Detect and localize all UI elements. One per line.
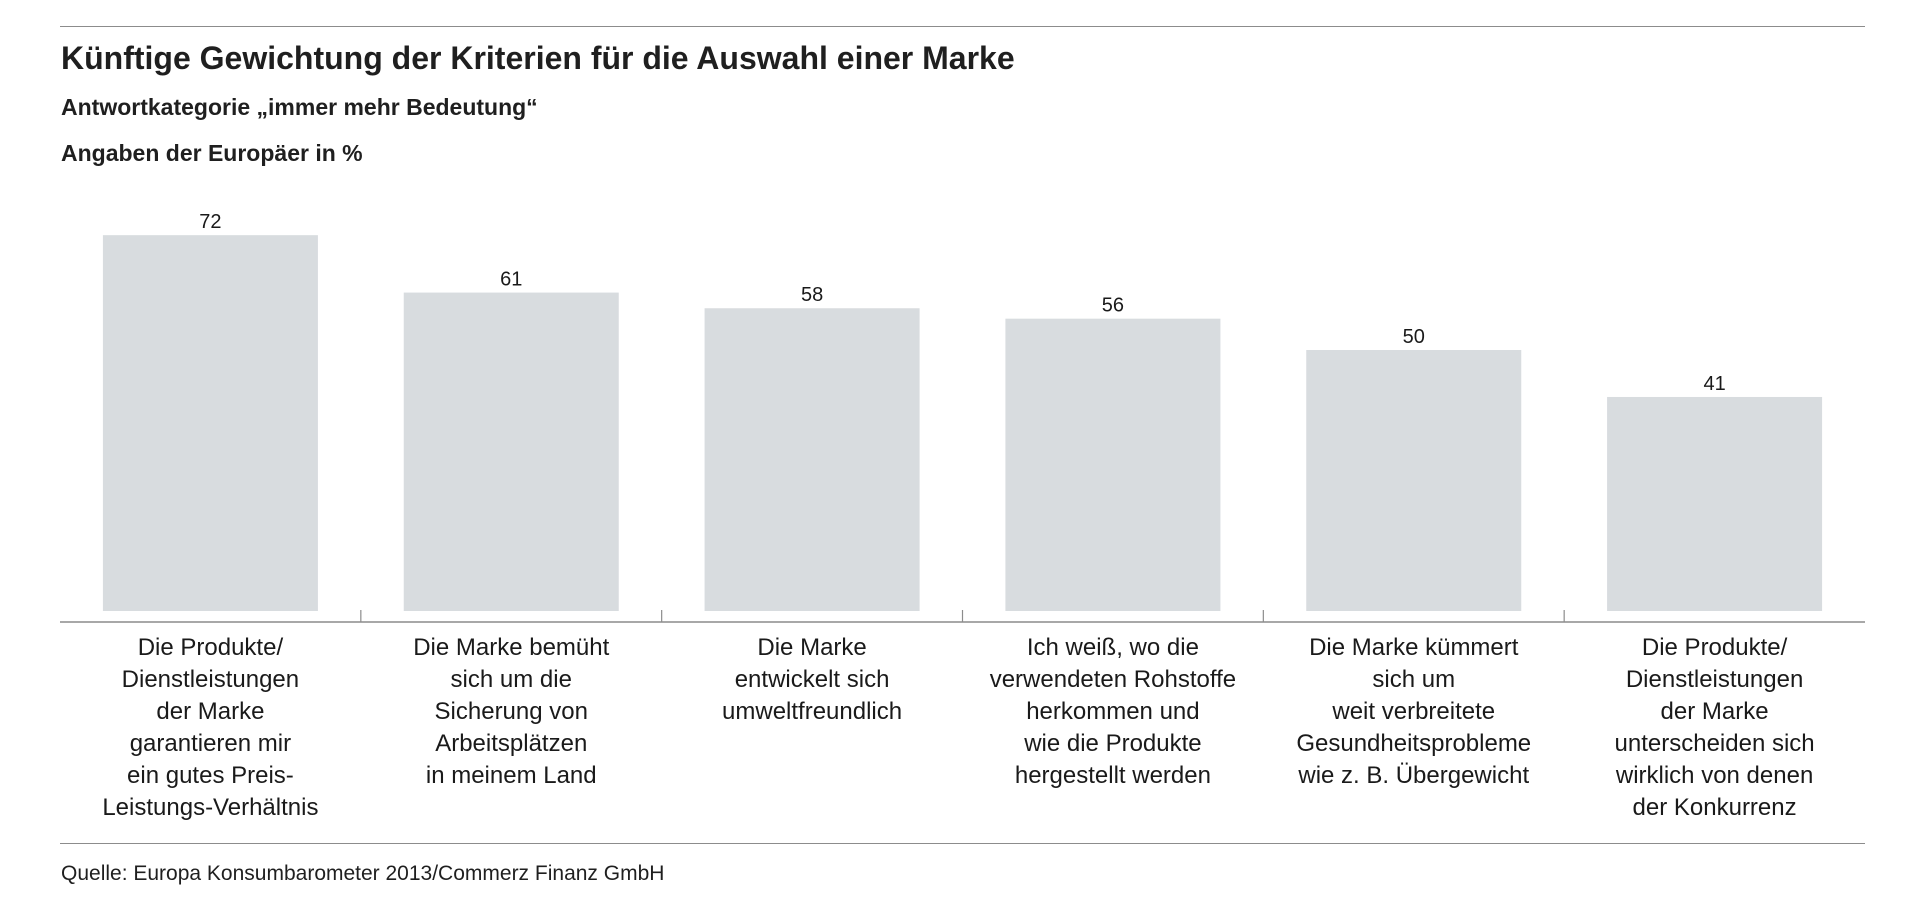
category-label-3: Die Marke entwickelt sich umweltfreundli… [722, 634, 903, 725]
category-label-4: Ich weiß, wo die verwendeten Rohstoffe h… [989, 634, 1237, 789]
source-note: Quelle: Europa Konsumbarometer 2013/Comm… [61, 862, 665, 885]
bar-5 [1306, 350, 1522, 611]
category-label-2: Die Marke bemüht sich um die Sicherung v… [413, 634, 610, 789]
top-rule [60, 26, 1865, 27]
category-label-6: Die Produkte/ Dienstleistungen der Marke… [1614, 634, 1815, 821]
data-label-5: 50 [1403, 326, 1425, 348]
data-label-4: 56 [1102, 295, 1124, 317]
data-label-1: 72 [199, 211, 221, 233]
category-label-5: Die Marke kümmert sich um weit verbreite… [1296, 634, 1532, 789]
data-label-6: 41 [1703, 373, 1725, 395]
category-label-1: Die Produkte/ Dienstleistungen der Marke… [102, 634, 319, 821]
data-label-2: 61 [500, 269, 522, 291]
chart-subtitle: Antwortkategorie „immer mehr Bedeutung“ [61, 94, 538, 120]
bar-3 [704, 308, 920, 611]
bar-4 [1005, 318, 1221, 611]
bar-1 [102, 235, 318, 611]
bottom-rule [60, 843, 1865, 844]
data-label-3: 58 [801, 284, 823, 306]
bar-2 [403, 292, 619, 611]
chart-title: Künftige Gewichtung der Kriterien für di… [61, 40, 1015, 76]
unit-note: Angaben der Europäer in % [61, 140, 363, 166]
bar-6 [1607, 396, 1823, 611]
